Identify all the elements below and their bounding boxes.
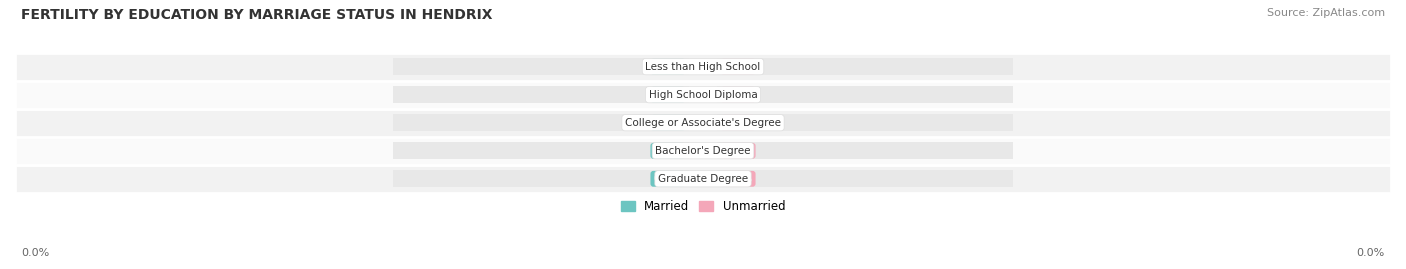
Bar [15, 137, 1391, 165]
Text: Graduate Degree: Graduate Degree [658, 174, 748, 184]
Text: Source: ZipAtlas.com: Source: ZipAtlas.com [1267, 8, 1385, 18]
Bar [717, 114, 1012, 132]
Text: 0.0%: 0.0% [724, 62, 752, 72]
Bar [15, 165, 1391, 193]
Text: 0.0%: 0.0% [654, 174, 682, 184]
Text: 0.0%: 0.0% [724, 146, 752, 156]
Bar [717, 58, 1012, 75]
Bar [15, 109, 1391, 137]
Bar [394, 58, 689, 75]
Text: 0.0%: 0.0% [654, 62, 682, 72]
Text: FERTILITY BY EDUCATION BY MARRIAGE STATUS IN HENDRIX: FERTILITY BY EDUCATION BY MARRIAGE STATU… [21, 8, 492, 22]
Text: 0.0%: 0.0% [724, 118, 752, 128]
Text: 0.0%: 0.0% [654, 146, 682, 156]
Text: 0.0%: 0.0% [724, 174, 752, 184]
Text: High School Diploma: High School Diploma [648, 90, 758, 100]
Text: 0.0%: 0.0% [21, 248, 49, 258]
Bar [717, 170, 1012, 187]
Text: 0.0%: 0.0% [1357, 248, 1385, 258]
Legend: Married, Unmarried: Married, Unmarried [616, 195, 790, 218]
Text: 0.0%: 0.0% [654, 90, 682, 100]
Text: 0.0%: 0.0% [724, 90, 752, 100]
Bar [394, 86, 689, 103]
Bar [394, 170, 689, 187]
Bar [15, 81, 1391, 109]
Text: Bachelor's Degree: Bachelor's Degree [655, 146, 751, 156]
Bar [717, 142, 1012, 160]
Bar [394, 142, 689, 160]
Text: College or Associate's Degree: College or Associate's Degree [626, 118, 780, 128]
Text: 0.0%: 0.0% [654, 118, 682, 128]
Bar [717, 86, 1012, 103]
Text: Less than High School: Less than High School [645, 62, 761, 72]
Bar [394, 114, 689, 132]
Bar [15, 53, 1391, 81]
